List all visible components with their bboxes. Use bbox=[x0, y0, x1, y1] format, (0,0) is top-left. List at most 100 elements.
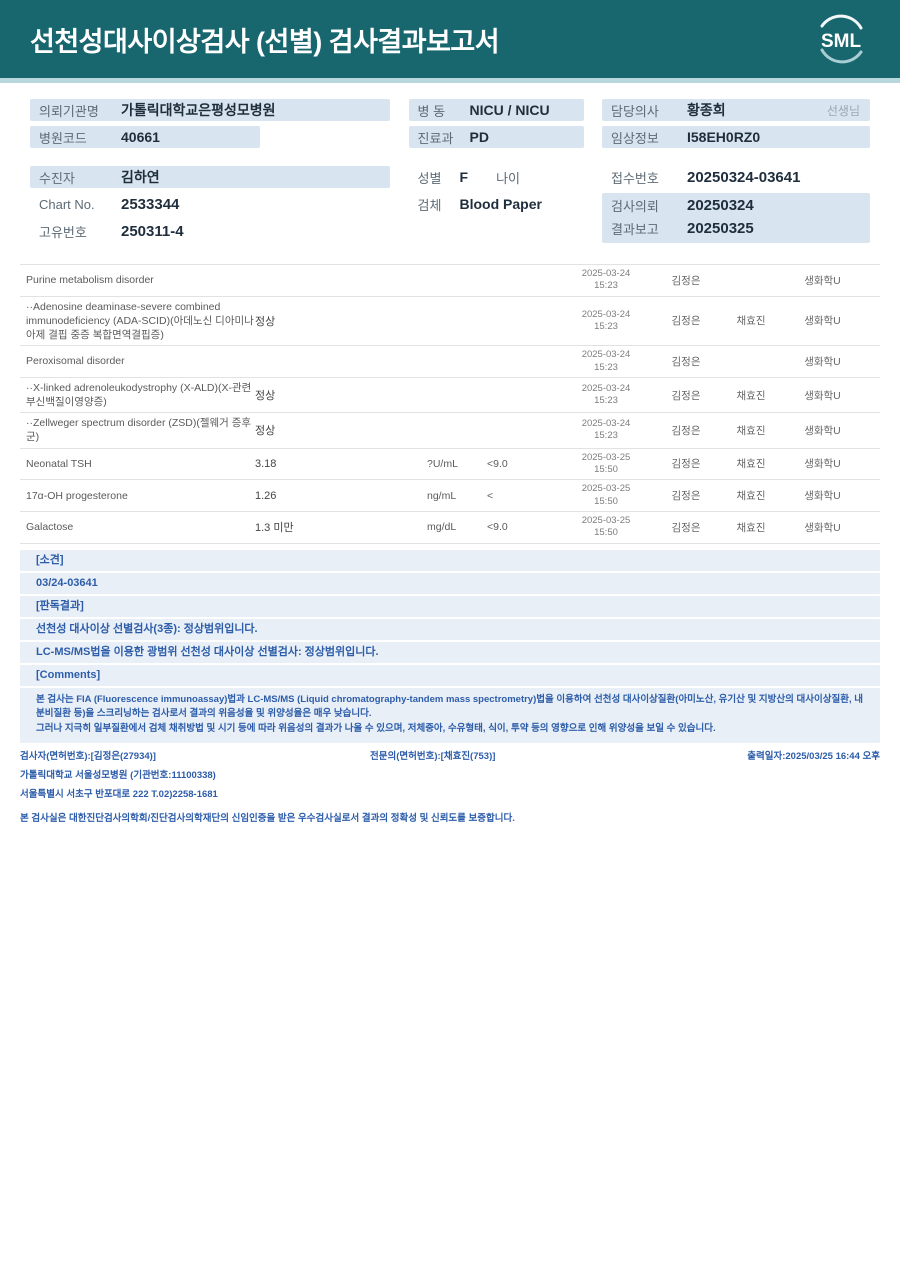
result-name-cell: 17α-OH progesterone bbox=[26, 489, 128, 502]
result-analyst-cell: 김정은 bbox=[671, 389, 701, 402]
patient-info-section: 의뢰기관명 가톨릭대학교은평성모병원 병원코드 40661 수진자 김하연 Ch… bbox=[0, 83, 900, 247]
result-datetime-cell: 2025-03-24 15:23 bbox=[581, 268, 631, 292]
dept-label: 진료과 bbox=[417, 130, 454, 146]
result-lab-cell: 생화학U bbox=[804, 356, 841, 369]
footer-certification: 본 검사실은 대한진단검사의학회/진단검사의학재단의 신임인증을 받은 우수검사… bbox=[20, 812, 515, 824]
result-value-cell: 1.26 bbox=[255, 489, 277, 502]
result-lab-cell: 생화학U bbox=[804, 458, 841, 471]
footer-hospital: 가톨릭대학교 서울성모병원 (기관번호:11100338) bbox=[20, 769, 216, 781]
comment-line: 그러나 지극히 일부질환에서 검체 채취방법 및 시기 등에 따라 위음성의 결… bbox=[36, 723, 716, 735]
clinical-info-row: 임상정보 I58EH0RZ0 bbox=[602, 126, 870, 148]
result-specialist-cell: 채효진 bbox=[736, 315, 766, 328]
unique-no-value: 250311-4 bbox=[121, 222, 184, 240]
receipt-no-label: 접수번호 bbox=[611, 170, 659, 186]
chart-no-value: 2533344 bbox=[121, 195, 180, 213]
result-analyst-cell: 김정은 bbox=[671, 315, 701, 328]
footer-signature-row: 검사자(면허번호):[김정은(27934)] 전문의(면허번호):[채효진(75… bbox=[20, 748, 880, 762]
specialist-license: 전문의(면허번호):[채효진(753)] bbox=[370, 750, 496, 762]
result-lab-cell: 생화학U bbox=[804, 274, 841, 287]
info-column-left: 의뢰기관명 가톨릭대학교은평성모병원 병원코드 40661 수진자 김하연 Ch… bbox=[30, 99, 390, 247]
result-analyst-cell: 김정은 bbox=[671, 458, 701, 471]
ward-label: 병 동 bbox=[417, 103, 446, 119]
result-value-cell: 1.3 미만 bbox=[255, 522, 294, 535]
result-specialist-cell: 채효진 bbox=[736, 521, 766, 534]
result-row: Purine metabolism disorder 2025-03-24 15:2… bbox=[20, 265, 880, 297]
result-value-cell: 정상 bbox=[255, 315, 276, 328]
result-analyst-cell: 김정은 bbox=[671, 356, 701, 369]
result-unit-cell: mg/dL bbox=[427, 521, 457, 534]
sex-value: F bbox=[459, 169, 469, 185]
referrer-value: 가톨릭대학교은평성모병원 bbox=[121, 102, 276, 118]
report-title: 선천성대사이상검사 (선별) 검사결과보고서 bbox=[30, 26, 500, 57]
specimen-value: Blood Paper bbox=[459, 196, 542, 212]
result-name-cell: Peroxisomal disorder bbox=[26, 355, 125, 368]
result-lab-cell: 생화학U bbox=[804, 521, 841, 534]
referrer-row: 의뢰기관명 가톨릭대학교은평성모병원 bbox=[30, 99, 390, 121]
result-analyst-cell: 김정은 bbox=[671, 521, 701, 534]
sex-label: 성별 bbox=[417, 170, 442, 186]
result-datetime-cell: 2025-03-24 15:23 bbox=[581, 418, 631, 442]
unique-no-label: 고유번호 bbox=[39, 224, 87, 240]
result-name-cell: Galactose bbox=[26, 521, 74, 534]
info-column-right: 담당의사 황종희 선생님 임상정보 I58EH0RZ0 접수번호 2025032… bbox=[602, 99, 870, 247]
result-value-cell: 3.18 bbox=[255, 457, 277, 470]
hospital-code-row: 병원코드 40661 bbox=[30, 126, 260, 148]
patient-row: 수진자 김하연 bbox=[30, 166, 390, 188]
report-header: 선천성대사이상검사 (선별) 검사결과보고서 SML bbox=[0, 0, 900, 78]
spacer bbox=[409, 153, 584, 166]
ward-value: NICU / NICU bbox=[469, 102, 550, 118]
result-reference-cell: <9.0 bbox=[487, 521, 508, 534]
request-report-box: 검사의뢰 20250324 결과보고 20250325 bbox=[602, 193, 870, 243]
finding-band: [소견] bbox=[20, 549, 880, 571]
ward-row: 병 동 NICU / NICU bbox=[408, 99, 584, 121]
print-date: 출력일자:2025/03/25 16:44 오후 bbox=[747, 750, 880, 762]
result-unit-cell: ?U/mL bbox=[427, 457, 458, 470]
results-rows: Purine metabolism disorder 2025-03-24 15:2… bbox=[20, 265, 880, 544]
finding-band: [Comments] bbox=[20, 664, 880, 686]
age-label: 나이 bbox=[496, 170, 520, 186]
result-row: Peroxisomal disorder 2025-03-24 15:23 김정은 생화… bbox=[20, 346, 880, 378]
result-name-cell: ··X-linked adrenoleukodystrophy (X-ALD)(… bbox=[26, 381, 252, 409]
result-analyst-cell: 김정은 bbox=[671, 424, 701, 437]
comment-line: 본 검사는 FIA (Fluorescence immunoassay)법과 L… bbox=[36, 693, 863, 720]
result-reference-cell: <9.0 bbox=[487, 457, 508, 470]
finding-band: 선천성 대사이상 선별검사(3종): 정상범위입니다. bbox=[20, 618, 880, 640]
result-name-cell: ··Zellweger spectrum disorder (ZSD)(젤웨거 … bbox=[26, 417, 252, 444]
specimen-row: 검체 Blood Paper bbox=[409, 193, 584, 215]
header-underline bbox=[0, 78, 900, 83]
doctor-row: 담당의사 황종희 선생님 bbox=[602, 99, 870, 121]
result-datetime-cell: 2025-03-24 15:23 bbox=[581, 349, 631, 373]
result-value-cell: 정상 bbox=[255, 390, 276, 403]
result-name-cell: Purine metabolism disorder bbox=[26, 274, 154, 287]
result-row: ··Zellweger spectrum disorder (ZSD)(젤웨거 … bbox=[20, 413, 880, 449]
request-date-value: 20250324 bbox=[687, 197, 754, 214]
report-date-row: 결과보고 20250325 bbox=[602, 218, 870, 239]
result-lab-cell: 생화학U bbox=[804, 315, 841, 328]
result-lab-cell: 생화학U bbox=[804, 490, 841, 503]
result-lab-cell: 생화학U bbox=[804, 424, 841, 437]
receipt-no-value: 20250324-03641 bbox=[687, 168, 801, 186]
request-date-label: 검사의뢰 bbox=[611, 199, 659, 214]
result-specialist-cell: 채효진 bbox=[736, 490, 766, 503]
referrer-label: 의뢰기관명 bbox=[39, 103, 99, 119]
footer-address: 서울특별시 서초구 반포대로 222 T.02)2258-1681 bbox=[20, 788, 218, 800]
sml-logo-text: SML bbox=[821, 31, 862, 52]
dept-row: 진료과 PD bbox=[408, 126, 584, 148]
clinical-info-value: I58EH0RZ0 bbox=[687, 129, 761, 145]
spacer bbox=[30, 153, 390, 166]
comments-paragraph: 본 검사는 FIA (Fluorescence immunoassay)법과 L… bbox=[20, 687, 880, 743]
result-datetime-cell: 2025-03-24 15:23 bbox=[581, 308, 631, 332]
hospital-code-value: 40661 bbox=[121, 129, 160, 145]
result-name-cell: ··Adenosine deaminase-severe combined im… bbox=[26, 300, 254, 342]
result-value-cell: 정상 bbox=[255, 425, 276, 438]
findings-section: [소견] 03/24-03641 [판독결과] 선천성 대사이상 선별검사(3종): … bbox=[20, 549, 880, 743]
result-row: ··Adenosine deaminase-severe combined im… bbox=[20, 297, 880, 347]
result-analyst-cell: 김정은 bbox=[671, 490, 701, 503]
result-analyst-cell: 김정은 bbox=[671, 274, 701, 287]
clinical-info-label: 임상정보 bbox=[611, 130, 659, 146]
result-row: 17α-OH progesterone 1.26 ng/mL <2025-03-25 1… bbox=[20, 480, 880, 512]
report-date-value: 20250325 bbox=[687, 220, 754, 237]
results-table: Purine metabolism disorder 2025-03-24 15:2… bbox=[20, 264, 880, 544]
finding-band: LC-MS/MS법을 이용한 광범위 선천성 대사이상 선별검사: 정상범위입니… bbox=[20, 641, 880, 663]
findings-bands: [소견] 03/24-03641 [판독결과] 선천성 대사이상 선별검사(3종): … bbox=[20, 549, 880, 686]
